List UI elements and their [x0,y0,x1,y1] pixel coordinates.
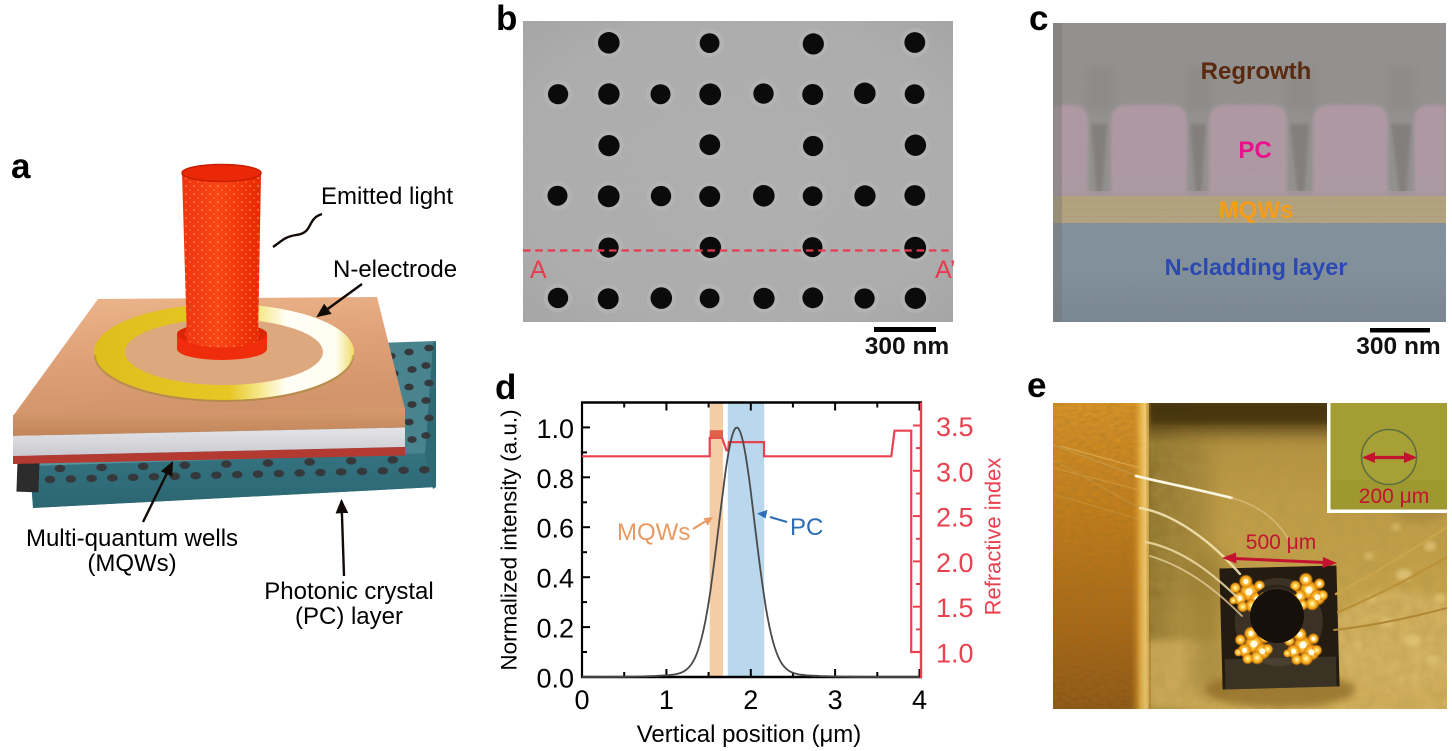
svg-text:1: 1 [659,685,674,715]
svg-text:PC: PC [1238,137,1271,164]
svg-text:300 nm: 300 nm [1356,333,1440,360]
svg-text:0.8: 0.8 [536,464,574,494]
svg-text:PC: PC [790,514,823,541]
svg-text:A’: A’ [935,256,955,284]
svg-text:300 nm: 300 nm [865,333,949,360]
svg-text:N-electrode: N-electrode [333,256,457,283]
svg-text:Refractive index: Refractive index [981,458,1006,616]
svg-text:Vertical position (μm): Vertical position (μm) [637,721,862,748]
svg-text:MQWs: MQWs [617,519,690,546]
svg-text:0.2: 0.2 [536,614,574,644]
svg-text:2: 2 [743,685,758,715]
svg-text:Normalized intensity (a.u.): Normalized intensity (a.u.) [497,409,522,670]
svg-text:3: 3 [828,685,843,715]
svg-text:500 μm: 500 μm [1246,531,1316,554]
svg-text:1.0: 1.0 [936,639,974,669]
svg-text:Photonic crystal: Photonic crystal [264,578,433,605]
svg-text:0.6: 0.6 [536,514,574,544]
svg-text:N-cladding layer: N-cladding layer [1165,254,1348,280]
svg-text:A: A [530,256,547,284]
svg-text:3.0: 3.0 [936,457,974,487]
svg-text:4: 4 [912,685,927,715]
svg-text:Multi-quantum wells: Multi-quantum wells [26,525,238,552]
svg-text:0: 0 [574,685,589,715]
svg-text:(MQWs): (MQWs) [87,550,176,577]
svg-text:0.4: 0.4 [536,564,574,594]
svg-text:0.0: 0.0 [536,664,574,694]
svg-text:200 μm: 200 μm [1359,485,1429,508]
svg-text:MQWs: MQWs [1219,197,1294,224]
svg-text:Emitted light: Emitted light [321,183,453,210]
svg-text:3.5: 3.5 [936,412,974,442]
svg-text:1.5: 1.5 [936,593,974,623]
svg-text:1.0: 1.0 [536,414,574,444]
svg-text:2.5: 2.5 [936,503,974,533]
svg-text:Regrowth: Regrowth [1201,58,1312,85]
svg-text:(PC) layer: (PC) layer [295,603,403,630]
svg-text:2.0: 2.0 [936,548,974,578]
